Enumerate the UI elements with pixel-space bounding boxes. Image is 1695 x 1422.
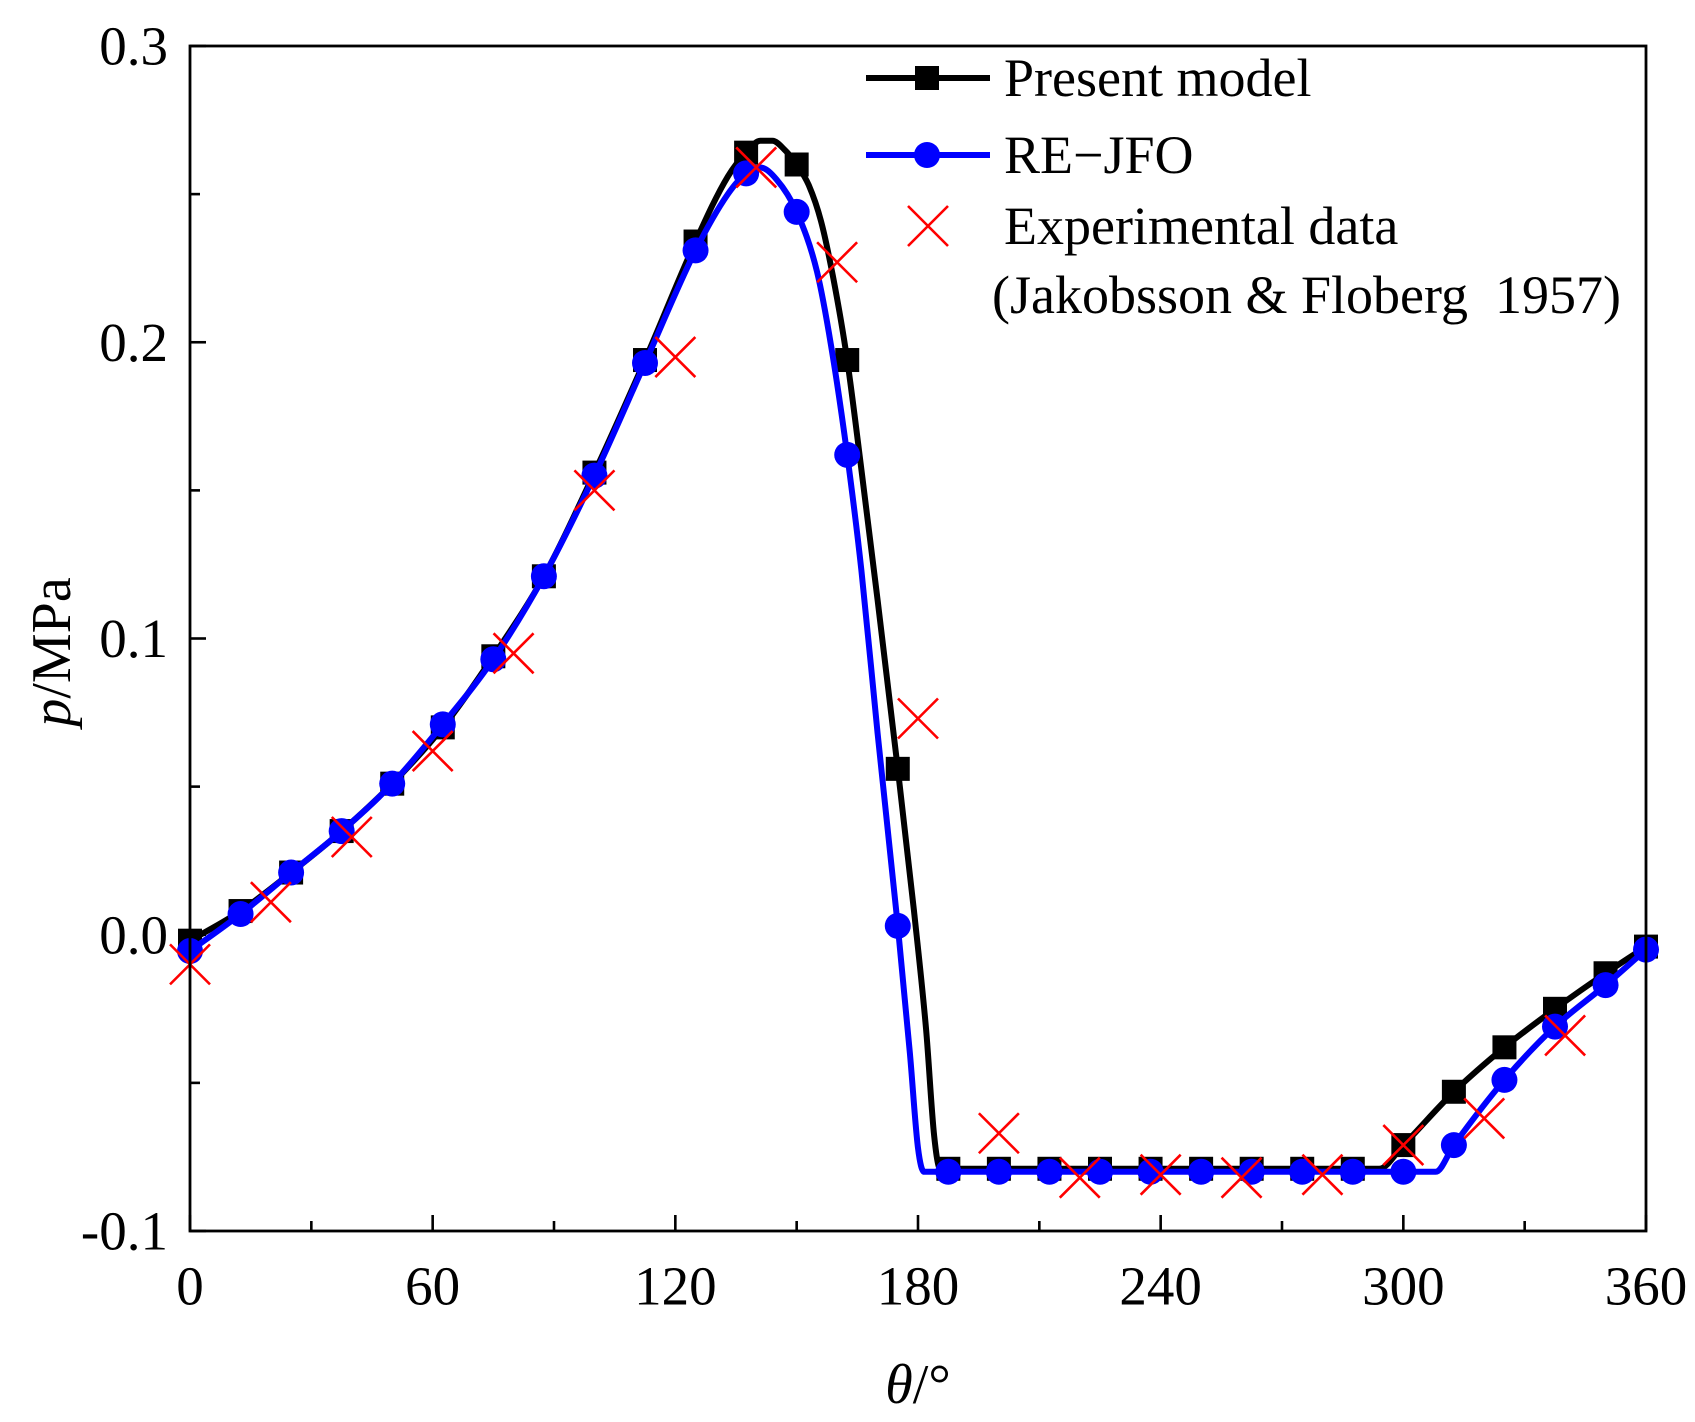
legend: Present model RE−JFO Experimental data (… <box>866 48 1621 325</box>
re-jfo-marker <box>429 711 456 738</box>
axis-ticks: 0 60 120 180 240 300 360 0.3 0.2 0.1 0.0 -0.1 <box>81 16 1687 1317</box>
re-jfo-marker <box>581 462 608 489</box>
present-model-marker <box>885 756 910 781</box>
experimental-point <box>977 1112 1020 1155</box>
series-layer <box>169 137 1659 1199</box>
legend-source-note: (Jakobsson & Floberg 1957) <box>992 265 1621 325</box>
experimental-point <box>654 336 697 378</box>
experimental-point <box>1220 1156 1263 1199</box>
experimental-point <box>1382 1124 1425 1167</box>
experimental-point <box>1463 1097 1506 1140</box>
re-jfo-marker <box>480 646 507 673</box>
re-jfo-marker <box>1238 1158 1265 1185</box>
re-jfo-marker <box>1289 1158 1316 1185</box>
legend-label-present-model: Present model <box>1004 48 1311 108</box>
re-jfo-marker <box>227 901 254 928</box>
legend-entry-re-jfo: RE−JFO <box>866 125 1194 185</box>
re-jfo-marker <box>834 441 861 468</box>
re-jfo-marker <box>1592 972 1619 999</box>
experimental-point <box>1301 1153 1344 1196</box>
legend-circle-marker <box>914 142 940 168</box>
re-jfo-marker <box>1491 1066 1518 1093</box>
re-jfo-marker <box>1390 1158 1417 1185</box>
y-tick-label: 0.1 <box>99 608 168 669</box>
experimental-point <box>573 469 616 512</box>
experimental-point <box>330 816 373 858</box>
re-jfo-marker <box>733 160 760 187</box>
experimental-point <box>735 146 778 189</box>
x-tick-label: 0 <box>176 1256 204 1317</box>
legend-label-re-jfo: RE−JFO <box>1004 125 1194 185</box>
x-tick-label: 360 <box>1605 1256 1688 1317</box>
experimental-point <box>411 730 454 772</box>
x-tick-label: 300 <box>1362 1256 1445 1317</box>
series-experimental <box>169 146 1587 1199</box>
re-jfo-marker <box>783 198 810 225</box>
y-tick-label: 0.0 <box>99 904 168 965</box>
re-jfo-marker <box>1137 1158 1164 1185</box>
y-tick-label: 0.3 <box>99 16 168 77</box>
x-axis-variable: θ <box>885 1354 913 1416</box>
experimental-point <box>897 697 939 740</box>
experimental-point <box>249 881 292 924</box>
experimental-point <box>1058 1156 1101 1199</box>
legend-label-experimental: Experimental data <box>1004 196 1398 256</box>
legend-x-marker <box>907 205 949 247</box>
re-jfo-marker <box>1188 1158 1215 1185</box>
y-axis-variable: p <box>21 699 83 731</box>
experimental-point <box>1544 1014 1587 1057</box>
re-jfo-marker <box>1339 1158 1366 1185</box>
y-tick-label: 0.2 <box>99 312 168 373</box>
x-axis-label: θ/° <box>885 1354 950 1416</box>
y-axis-label: p/MPa <box>21 577 83 730</box>
re-jfo-marker <box>379 770 406 797</box>
legend-entry-experimental: Experimental data <box>907 196 1398 256</box>
x-tick-label: 180 <box>877 1256 960 1317</box>
re-jfo-marker <box>985 1158 1012 1185</box>
re-jfo-marker <box>530 563 557 590</box>
experimental-point <box>1139 1153 1182 1196</box>
present-model-marker <box>1441 1079 1466 1104</box>
re-jfo-marker <box>1087 1158 1113 1185</box>
re-jfo-marker <box>1440 1132 1467 1159</box>
y-axis-unit: /MPa <box>21 577 83 698</box>
x-tick-label: 60 <box>405 1256 460 1317</box>
x-tick-label: 120 <box>634 1256 717 1317</box>
re-jfo-marker <box>328 818 355 845</box>
re-jfo-marker <box>884 912 911 939</box>
present-model-marker <box>1492 1035 1517 1060</box>
legend-square-marker <box>915 66 939 90</box>
x-axis-unit: /° <box>913 1354 951 1416</box>
re-jfo-marker <box>1036 1158 1063 1185</box>
present-model-marker <box>835 348 860 373</box>
re-jfo-marker <box>278 859 305 886</box>
y-tick-label: -0.1 <box>81 1201 168 1262</box>
present-model-marker <box>784 152 809 177</box>
legend-entry-present-model: Present model <box>866 48 1311 108</box>
re-jfo-marker <box>632 349 658 376</box>
x-tick-label: 240 <box>1119 1256 1202 1317</box>
re-jfo-marker <box>935 1158 962 1185</box>
experimental-point <box>492 632 535 675</box>
re-jfo-marker <box>682 237 709 264</box>
experimental-point <box>816 241 859 284</box>
plot-frame <box>188 44 1648 1233</box>
